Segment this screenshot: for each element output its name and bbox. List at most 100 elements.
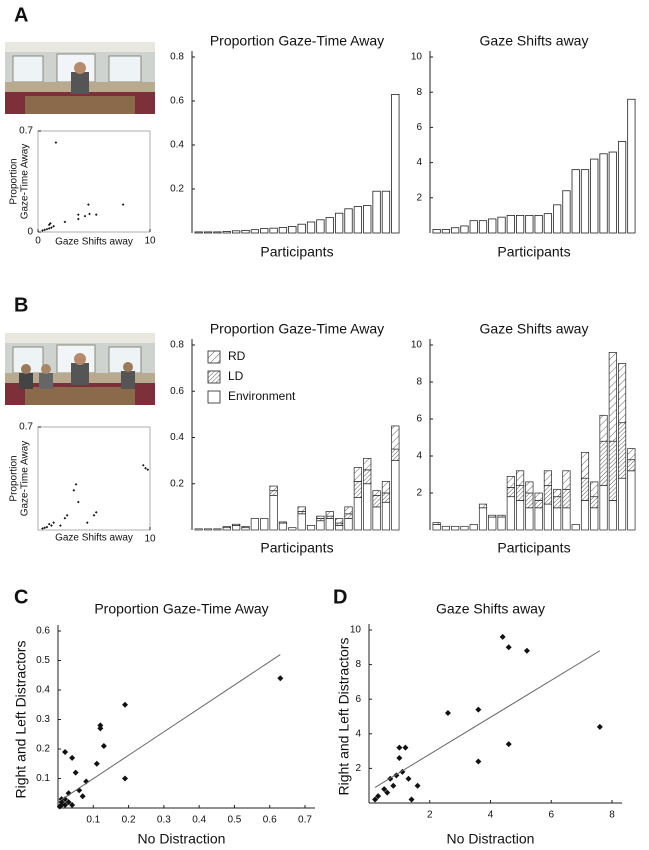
bar-segment [344,518,353,531]
point [505,644,512,651]
bar-segment [478,507,488,531]
bar-segment [516,500,525,531]
bar-segment [543,470,552,486]
y-tick-label: 0.6 [36,626,50,637]
bar-segment [516,485,525,501]
legend-label: Environment [228,389,296,403]
bar [460,225,469,234]
bar-segment [353,467,362,482]
bar [497,216,506,234]
bar-segment [627,470,636,531]
bar-segment [391,425,400,450]
legend-swatch [207,370,221,384]
point [47,223,51,227]
bar-segment [344,513,353,519]
bar-segment [562,488,571,509]
bar-segment [297,513,306,531]
bar-segment [316,515,325,519]
bar-segment [599,440,608,486]
bar-segment [269,485,278,492]
y-tick-label: 0.7 [19,422,33,433]
bar-segment [325,518,334,531]
point [405,775,412,782]
point [372,796,379,803]
bar-segment [460,525,469,531]
bar [506,214,515,234]
y-tick-label: 0.8 [170,52,184,63]
point [77,213,80,216]
bar [297,223,306,234]
point [384,789,391,796]
point [45,227,49,231]
point [408,796,415,803]
point [65,790,72,797]
point [375,793,382,800]
point [47,522,51,526]
bar-segment [372,506,381,531]
point [72,769,79,776]
x-axis-label: Participants [497,244,570,260]
point [402,744,409,751]
point [63,516,67,520]
point [444,710,451,717]
bar-segment [381,481,391,494]
plot-frame [37,426,151,531]
y-tick-label: 2 [416,192,422,203]
point [59,524,62,527]
x-tick-label: 8 [609,810,615,821]
y-tick-label: 2 [416,488,422,499]
x-axis-label: Gaze Shifts away [55,237,133,248]
bar-segment [213,528,222,531]
chart-title: Gaze Shifts away [480,321,589,337]
bar-segment [618,477,627,531]
y-axis-label: Proportion [9,455,20,501]
y-axis-label: Gaze-Time Away [20,144,31,220]
point [52,224,55,228]
y-axis-label: Proportion [9,158,20,204]
bar-segment [627,459,636,472]
bar-segment [562,470,571,490]
bar-segment [599,414,608,442]
bar [213,231,222,234]
x-axis-label: No Distraction [447,831,535,847]
x-axis-label: Gaze Shifts away [55,533,133,544]
bar-segment [553,507,562,531]
bar [432,229,441,234]
bar [231,230,241,234]
y-tick-label: 4 [355,728,361,739]
y-tick-label: 10 [411,52,423,63]
x-tick-label: 0.3 [157,815,171,826]
bar-segment [553,488,562,498]
bar-segment [297,506,306,512]
bar-segment [543,503,552,531]
bar-segment [525,492,534,509]
bar-segment [488,516,497,531]
bar-segment [222,526,231,529]
panel-label: C [14,586,28,608]
bar-segment [506,496,515,531]
bar-segment [497,514,506,518]
bar [334,212,344,234]
bar-segment [543,485,552,505]
bar [488,218,497,234]
point [43,228,47,232]
bar [250,229,260,234]
bar-segment [571,524,580,531]
point [41,527,44,530]
bar-segment [353,497,362,531]
bar-segment [608,500,617,531]
point [414,782,421,789]
bar-segment [250,518,259,531]
bar-segment [241,526,250,529]
point [49,222,52,225]
bar-segment [278,522,288,531]
point [43,526,47,530]
bar-segment [599,485,608,531]
point [83,214,87,218]
bar-segment [608,352,617,442]
x-axis-label: Participants [497,540,570,556]
bar [363,205,372,234]
bar [269,227,278,234]
bar [478,220,488,234]
